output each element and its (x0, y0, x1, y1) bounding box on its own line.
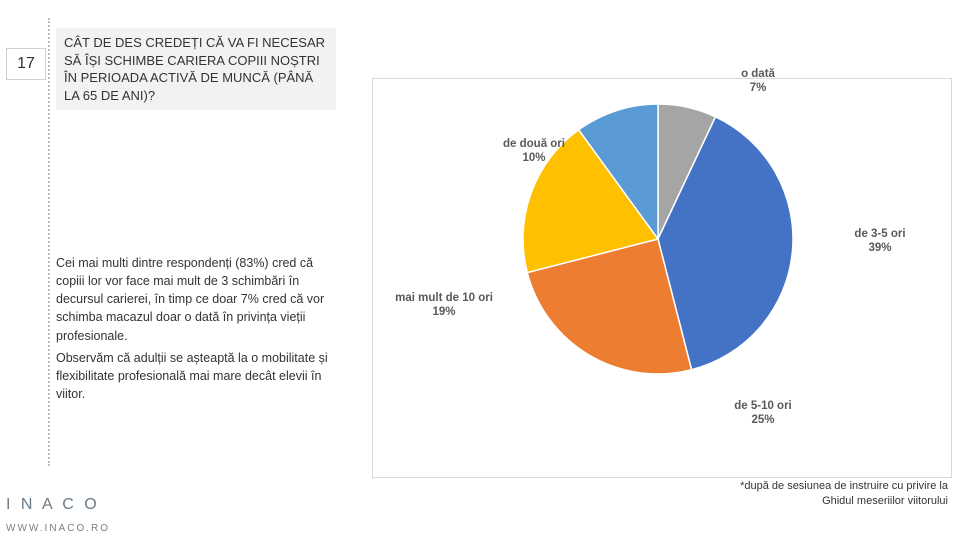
question-title: CÂT DE DES CREDEȚI CĂ VA FI NECESAR SĂ Î… (56, 28, 336, 110)
website-url: WWW.INACO.RO (6, 523, 110, 534)
body-text: Cei mai multi dintre respondenți (83%) c… (56, 254, 344, 407)
pie-label: o dată7% (703, 67, 813, 96)
page-number: 17 (6, 48, 46, 80)
pie-label: mai mult de 10 ori19% (389, 291, 499, 320)
pie-label: de două ori10% (479, 137, 589, 166)
footnote-line-2: Ghidul meseriilor viitorului (822, 495, 948, 507)
logo: I N A C O (6, 496, 100, 514)
pie-chart-container: o dată7%de 3-5 ori39%de 5-10 ori25%mai m… (372, 78, 952, 478)
pie-label: de 5-10 ori25% (708, 399, 818, 428)
pie-label: de 3-5 ori39% (825, 227, 935, 256)
footnote-line-1: *după de sesiunea de instruire cu privir… (740, 480, 948, 492)
body-paragraph-2: Observăm că adulții se așteaptă la o mob… (56, 349, 344, 403)
body-paragraph-1: Cei mai multi dintre respondenți (83%) c… (56, 254, 344, 345)
footnote: *după de sesiunea de instruire cu privir… (740, 479, 948, 508)
vertical-divider (48, 18, 50, 466)
